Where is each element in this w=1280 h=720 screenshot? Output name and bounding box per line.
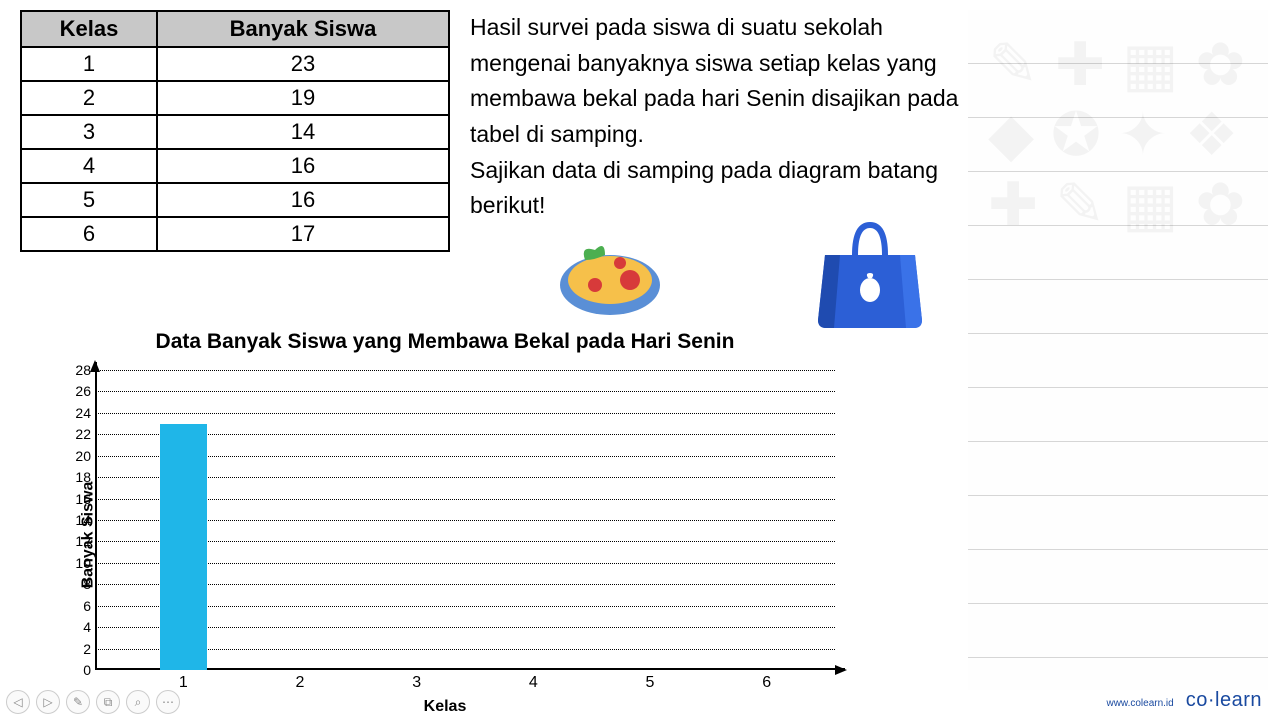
next-button[interactable]: ▷ [36,690,60,714]
cell: 2 [21,81,157,115]
data-table: Kelas Banyak Siswa 123 219 314 416 516 6… [20,10,450,252]
y-tick-label: 0 [67,662,91,678]
cell: 5 [21,183,157,217]
edit-button[interactable]: ✎ [66,690,90,714]
table-row: 123 [21,47,449,81]
y-tick-label: 20 [67,448,91,464]
copy-button[interactable]: ⧉ [96,690,120,714]
note-line [968,64,1268,118]
note-line [968,334,1268,388]
y-tick-label: 8 [67,576,91,592]
cell: 19 [157,81,449,115]
prompt-text: Hasil survei pada siswa di suatu sekolah… [470,10,960,252]
y-tick-label: 24 [67,405,91,421]
cell: 16 [157,183,449,217]
col-header-banyak: Banyak Siswa [157,11,449,47]
note-line [968,388,1268,442]
prev-button[interactable]: ◁ [6,690,30,714]
top-row: Kelas Banyak Siswa 123 219 314 416 516 6… [20,10,960,252]
cell: 17 [157,217,449,251]
y-tick-label: 26 [67,383,91,399]
x-tick-label: 2 [296,674,305,692]
y-tick-label: 14 [67,512,91,528]
table-row: 314 [21,115,449,149]
y-tick-label: 12 [67,533,91,549]
y-tick-label: 16 [67,491,91,507]
footer-logo: co·learn [1186,689,1262,712]
y-tick-label: 6 [67,598,91,614]
x-axis-line [95,668,845,670]
food-plate-icon [550,225,670,330]
x-tick-label: 3 [412,674,421,692]
note-line [968,280,1268,334]
note-line [968,496,1268,550]
toolbar: ◁ ▷ ✎ ⧉ ⌕ ⋯ [6,690,180,714]
y-tick-label: 4 [67,619,91,635]
chart-plot: 0246810121416182022242628123456 [95,370,835,670]
x-axis-label: Kelas [424,698,467,716]
note-line [968,10,1268,64]
cell: 6 [21,217,157,251]
y-axis-line [95,362,97,670]
zoom-button[interactable]: ⌕ [126,690,150,714]
y-tick-label: 28 [67,362,91,378]
cell: 3 [21,115,157,149]
x-tick-label: 5 [646,674,655,692]
x-axis-arrow-icon [835,665,847,675]
y-tick-label: 18 [67,469,91,485]
note-line [968,604,1268,658]
grid-line [95,391,835,392]
bar-chart: Banyak Siswa Kelas 024681012141618202224… [45,360,845,710]
x-tick-label: 6 [762,674,771,692]
footer: www.colearn.id co·learn [1106,689,1262,712]
y-tick-label: 22 [67,426,91,442]
more-button[interactable]: ⋯ [156,690,180,714]
notes-panel: ✎ ✚ ▦ ✿ ◆ ✪ ✦ ❖ ✚ ✎ ▦ ✿ [968,10,1268,690]
note-line [968,226,1268,280]
prompt-line1: Hasil survei pada siswa di suatu sekolah… [470,14,958,147]
table-row: 617 [21,217,449,251]
content-area: Kelas Banyak Siswa 123 219 314 416 516 6… [20,10,960,252]
cell: 4 [21,149,157,183]
table-row: 516 [21,183,449,217]
footer-url: www.colearn.id [1106,698,1173,709]
decor-graphics [550,220,930,335]
note-line [968,550,1268,604]
prompt-line2: Sajikan data di samping pada diagram bat… [470,157,938,219]
note-line [968,118,1268,172]
note-line [968,442,1268,496]
chart-title: Data Banyak Siswa yang Membawa Bekal pad… [140,330,750,354]
table-row: 219 [21,81,449,115]
y-tick-label: 10 [67,555,91,571]
grid-line [95,413,835,414]
grid-line [95,370,835,371]
note-line [968,172,1268,226]
x-tick-label: 1 [179,674,188,692]
table-row: 416 [21,149,449,183]
cell: 14 [157,115,449,149]
col-header-kelas: Kelas [21,11,157,47]
cell: 23 [157,47,449,81]
y-tick-label: 2 [67,641,91,657]
chart-bar [160,424,207,670]
x-tick-label: 4 [529,674,538,692]
shopping-bag-icon [810,220,930,335]
cell: 1 [21,47,157,81]
cell: 16 [157,149,449,183]
